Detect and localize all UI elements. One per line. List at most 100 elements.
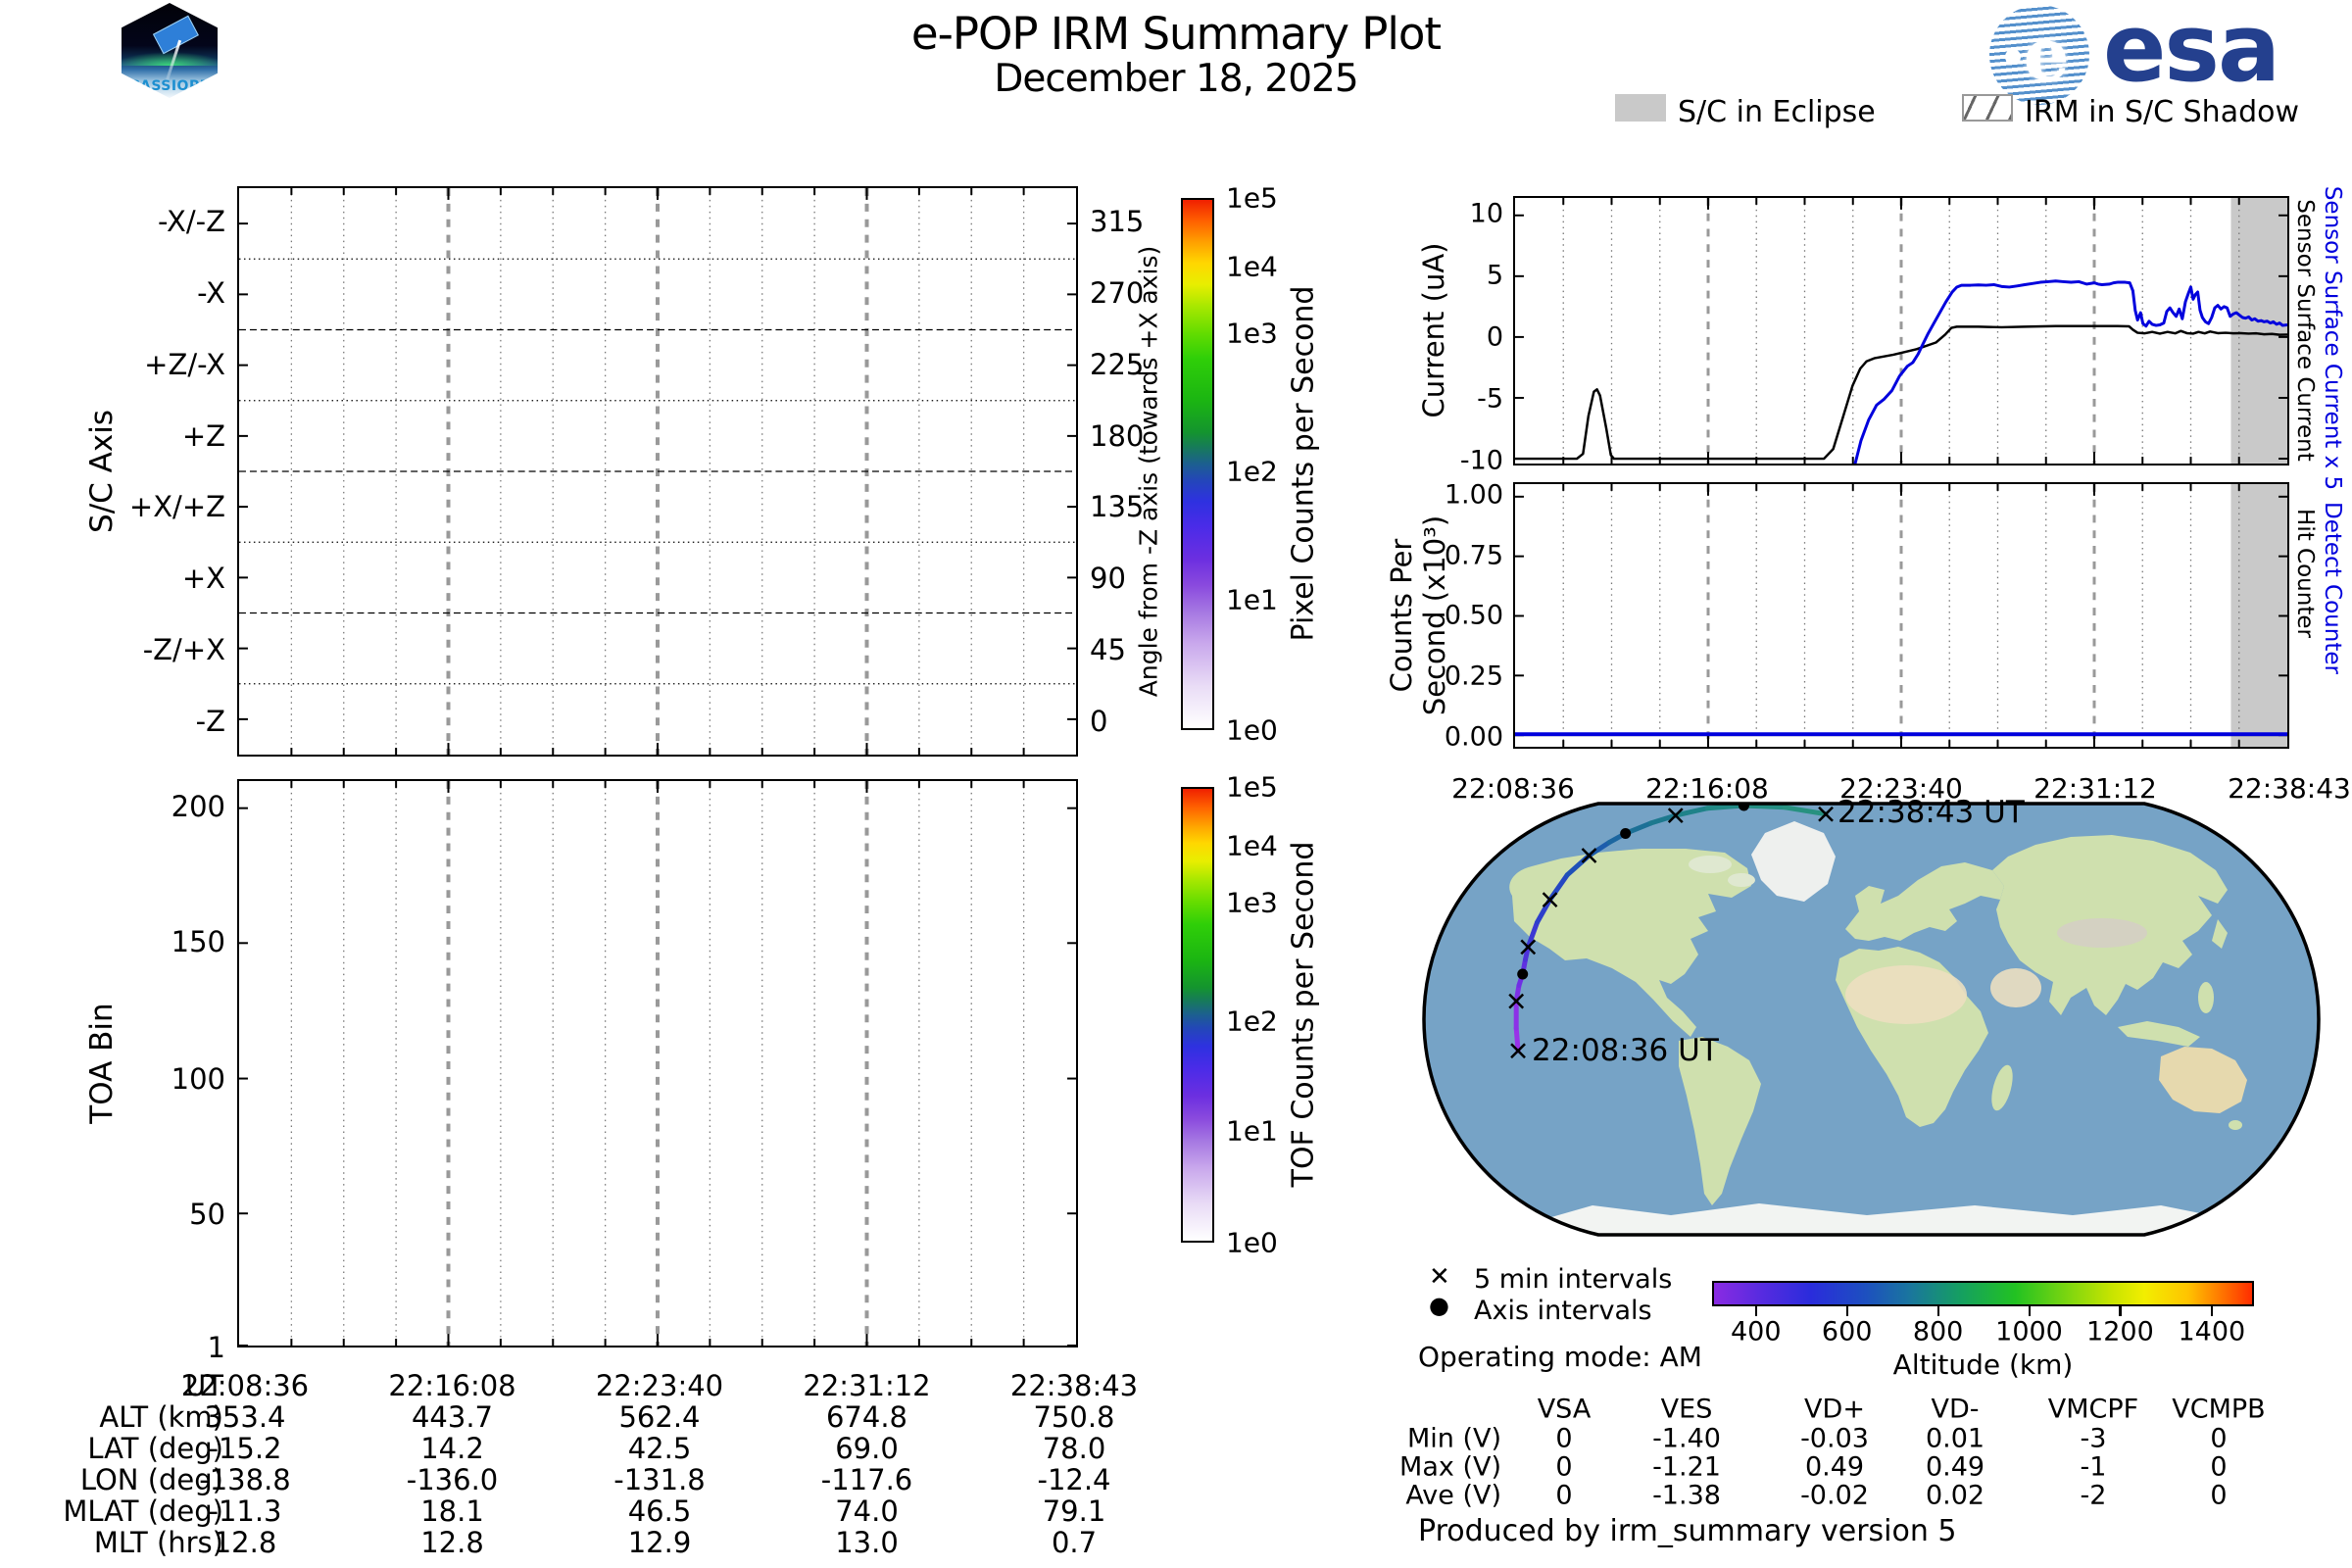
- ephemeris-cell: 750.8: [1033, 1400, 1115, 1434]
- voltage-row-label: Ave (V): [1405, 1480, 1501, 1511]
- current-tick-label: 10: [1469, 198, 1503, 229]
- footer-version-label: Produced by irm_summary version 5: [1418, 1514, 1957, 1548]
- altitude-tick-mark: [2119, 1306, 2122, 1316]
- toa-tick-label: 200: [171, 789, 225, 823]
- sc-axis-right-axis-label: Angle from -Z axis (towards +X axis): [1134, 245, 1163, 698]
- ephemeris-cell: -12.4: [1037, 1463, 1111, 1496]
- altitude-tick-mark: [1754, 1306, 1758, 1316]
- tof-colorbar-tick: 1e0: [1226, 1226, 1278, 1259]
- sc-axis-tick-label: +X: [181, 562, 225, 596]
- ephemeris-cell: 79.1: [1042, 1494, 1106, 1528]
- pixel-colorbar-tick: 1e2: [1226, 455, 1278, 488]
- ephemeris-cell: -136.0: [406, 1463, 499, 1496]
- voltage-cell: 0: [2210, 1451, 2228, 1483]
- ephemeris-row-label: MLT (hrs): [93, 1526, 223, 1559]
- ephemeris-cell: 69.0: [835, 1432, 899, 1465]
- voltage-cell: 0.01: [1925, 1423, 1985, 1454]
- counts-tick-label: 0.50: [1444, 600, 1503, 631]
- ephemeris-cell: 78.0: [1042, 1432, 1106, 1465]
- tof-counts-colorbar: [1181, 787, 1214, 1243]
- ephemeris-cell: 18.1: [420, 1494, 484, 1528]
- ephemeris-row-label: MLAT (deg): [63, 1494, 223, 1528]
- ephemeris-cell: 74.0: [835, 1494, 899, 1528]
- time-tick-label: 22:38:43: [2228, 772, 2351, 805]
- ephemeris-row-label: ALT (km): [99, 1400, 223, 1434]
- sc-axis-tick-label: -X: [197, 276, 225, 311]
- voltage-cell: -3: [2080, 1423, 2107, 1454]
- track-end-time-label: 22:38:43 UT: [1838, 794, 2025, 830]
- esa-wordmark: esa: [2103, 0, 2280, 103]
- dot-marker-label: Axis intervals: [1474, 1296, 1652, 1326]
- sc-axis-tick-label: -Z: [195, 704, 225, 738]
- voltage-column-header: VD-: [1931, 1394, 1980, 1425]
- voltage-cell: -0.03: [1800, 1423, 1869, 1454]
- ephemeris-cell: 14.2: [420, 1432, 484, 1465]
- world-map-svg: [1422, 802, 2321, 1237]
- sc-axis-tick-label: +Z: [181, 418, 225, 453]
- angle-axis-tick-label: 315: [1090, 205, 1145, 239]
- toa-tick-label: 150: [171, 925, 225, 959]
- ground-track-world-map: 22:08:36 UT 22:38:43 UT: [1416, 794, 2327, 1245]
- altitude-tick-label: 1000: [1995, 1316, 2063, 1348]
- voltage-cell: 0: [1555, 1480, 1573, 1511]
- ephemeris-cell: 22:38:43: [1009, 1369, 1139, 1402]
- counts-tick-label: 1.00: [1444, 479, 1503, 511]
- current-ylabel: Current (uA): [1417, 242, 1450, 418]
- current-tick-label: 5: [1486, 260, 1503, 291]
- ephemeris-cell: 12.8: [420, 1526, 484, 1559]
- altitude-tick-label: 400: [1731, 1316, 1782, 1348]
- eclipse-legend-label: S/C in Eclipse: [1678, 95, 1876, 129]
- counts-plot-panel: [1513, 482, 2289, 749]
- angle-axis-tick-label: 90: [1090, 562, 1126, 596]
- voltage-column-header: VD+: [1804, 1394, 1865, 1425]
- current-right-label-black: Sensor Surface Current: [2292, 199, 2318, 462]
- ephemeris-cell: -11.3: [208, 1494, 282, 1528]
- ephemeris-cell: -15.2: [208, 1432, 282, 1465]
- pixel-colorbar-tick: 1e3: [1226, 317, 1278, 350]
- current-plot-panel: [1513, 196, 2289, 466]
- x-marker-label: 5 min intervals: [1474, 1264, 1673, 1295]
- voltage-cell: 0.49: [1925, 1451, 1985, 1483]
- altitude-tick-label: 600: [1821, 1316, 1873, 1348]
- esa-globe-dot: [2005, 48, 2022, 65]
- pixel-colorbar-tick: 1e0: [1226, 713, 1278, 747]
- altitude-colorbar-label: Altitude (km): [1892, 1348, 2074, 1381]
- angle-axis-tick-label: 135: [1090, 490, 1145, 524]
- angle-axis-tick-label: 225: [1090, 347, 1145, 381]
- toa-tick-label: 1: [207, 1331, 225, 1364]
- angle-axis-tick-label: 0: [1090, 704, 1108, 738]
- altitude-tick-mark: [2028, 1306, 2031, 1316]
- time-tick-label: 22:08:36: [1451, 772, 1575, 805]
- toa-tick-label: 100: [171, 1061, 225, 1096]
- toa-bin-spectrogram-panel: [237, 779, 1078, 1348]
- sc-axis-tick-label: +X/+Z: [128, 490, 225, 524]
- ephemeris-cell: 42.5: [627, 1432, 692, 1465]
- time-tick-label: 22:16:08: [1645, 772, 1769, 805]
- operating-mode-label: Operating mode: AM: [1418, 1341, 1702, 1373]
- voltage-cell: 0.02: [1925, 1480, 1985, 1511]
- tof-colorbar-tick: 1e5: [1226, 770, 1278, 804]
- voltage-cell: -1.21: [1652, 1451, 1721, 1483]
- voltage-row-label: Max (V): [1399, 1451, 1501, 1483]
- eclipse-legend-swatch: [1615, 94, 1666, 122]
- pixel-colorbar-tick: 1e5: [1226, 181, 1278, 215]
- ephemeris-cell: 22:16:08: [388, 1369, 516, 1402]
- current-tick-label: -5: [1477, 383, 1503, 415]
- counts-right-label-black: Hit Counter: [2292, 509, 2318, 638]
- x-marker-icon: ✕: [1429, 1262, 1450, 1292]
- badge-aurora: [121, 52, 219, 67]
- ephemeris-cell: 22:31:12: [803, 1369, 931, 1402]
- voltage-cell: -0.02: [1800, 1480, 1869, 1511]
- voltage-cell: -1: [2080, 1451, 2107, 1483]
- time-tick-label: 22:31:12: [2034, 772, 2157, 805]
- tof-colorbar-tick: 1e1: [1226, 1114, 1278, 1148]
- sc-axis-tick-label: +Z/-X: [144, 347, 225, 381]
- toa-tick-label: 50: [189, 1198, 225, 1232]
- shadow-legend-swatch: [1962, 94, 2013, 122]
- voltage-cell: 0: [2210, 1480, 2228, 1511]
- ephemeris-row-label: UT: [185, 1369, 223, 1402]
- pixel-colorbar-label: Pixel Counts per Second: [1286, 285, 1321, 642]
- page-title: e-POP IRM Summary Plot: [910, 8, 1442, 60]
- altitude-tick-label: 800: [1912, 1316, 1964, 1348]
